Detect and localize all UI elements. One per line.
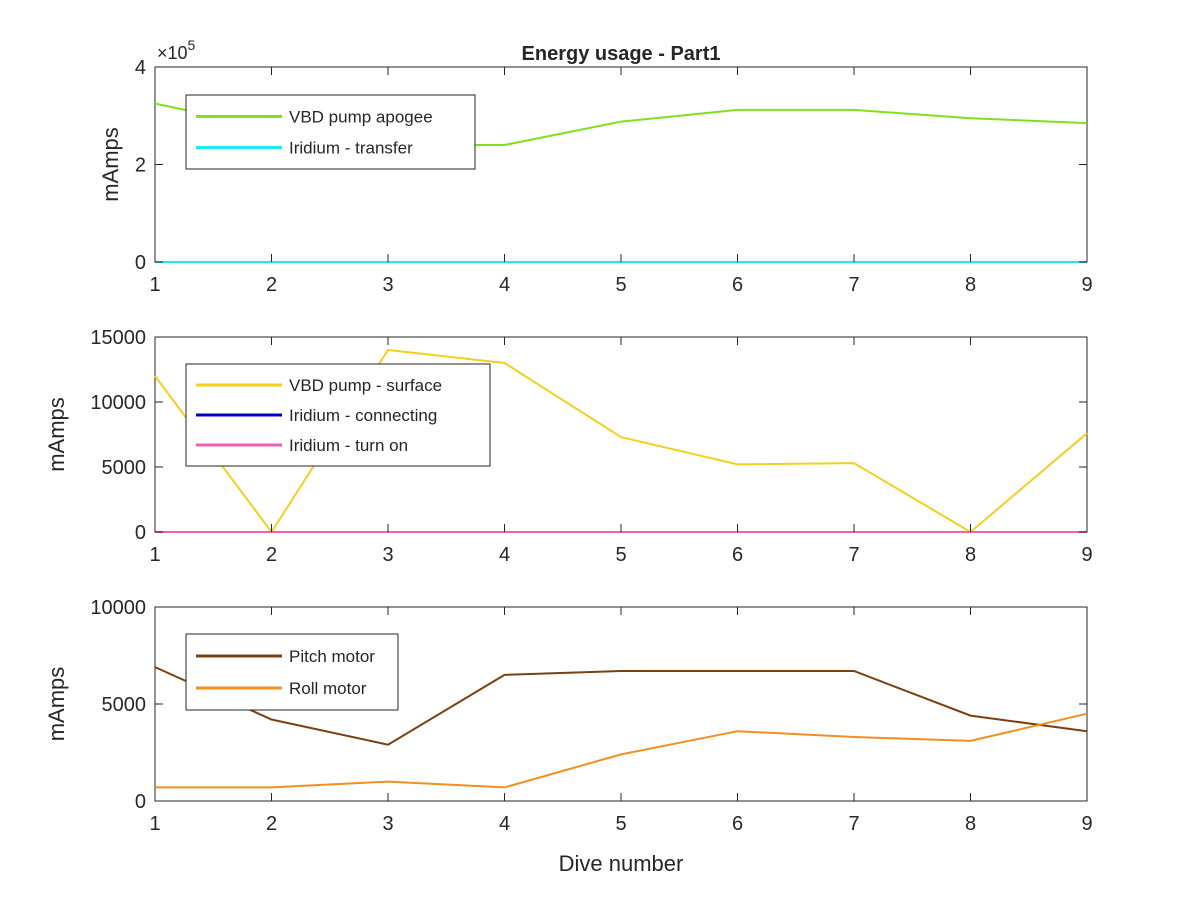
- chart-panel-bottom: 1 2 3 4 5 6 7 8 9 0 5000 10000 mAmps Dive number Pitch…: [44, 597, 1093, 876]
- x-tick-label: 6: [732, 813, 743, 835]
- x-tick-label: 2: [266, 544, 277, 566]
- legend: VBD pump - surface Iridium - connecting Ir…: [185, 363, 491, 467]
- y-axis-label: mAmps: [98, 127, 123, 202]
- x-tick-label: 1: [149, 813, 160, 835]
- y-axis-multiplier-exponent: 5: [188, 37, 196, 53]
- y-tick-label: 0: [135, 252, 146, 274]
- x-tick-label: 5: [615, 274, 626, 296]
- x-axis-label: Dive number: [559, 851, 684, 876]
- x-tick-label: 8: [965, 274, 976, 296]
- y-tick-label: 0: [135, 522, 146, 544]
- legend-label: Roll motor: [289, 679, 367, 698]
- x-tick-label: 4: [499, 813, 510, 835]
- x-tick-label: 9: [1081, 813, 1092, 835]
- series-line-0: [154, 348, 1088, 534]
- legend-label: Iridium - transfer: [289, 139, 413, 158]
- y-tick-label: 10000: [90, 392, 146, 414]
- legend-label: Iridium - turn on: [289, 436, 408, 455]
- x-tick-label: 3: [382, 274, 393, 296]
- x-tick-label: 7: [848, 274, 859, 296]
- x-tick-label: 5: [615, 544, 626, 566]
- legend-label: VBD pump - surface: [289, 376, 442, 395]
- y-tick-label: 15000: [90, 327, 146, 349]
- series-line-1: [155, 712, 1088, 789]
- x-tick-label: 2: [266, 813, 277, 835]
- x-tick-label: 8: [965, 544, 976, 566]
- chart-title: Energy usage - Part1: [522, 43, 721, 65]
- chart-panel-middle: 1 2 3 4 5 6 7 8 9 0 5000 10000 15000 mAmps VBD pump - …: [44, 327, 1093, 566]
- y-tick-label: 5000: [102, 694, 147, 716]
- x-tick-label: 5: [615, 813, 626, 835]
- x-tick-label: 4: [499, 544, 510, 566]
- y-tick-label: 0: [135, 791, 146, 813]
- legend: VBD pump apogee Iridium - transfer: [185, 94, 476, 170]
- legend-box: [185, 633, 399, 711]
- legend: Pitch motor Roll motor: [185, 633, 399, 711]
- y-tick-label: 5000: [102, 457, 147, 479]
- legend-label: VBD pump apogee: [289, 108, 433, 127]
- x-tick-label: 6: [732, 544, 743, 566]
- x-tick-label: 7: [848, 544, 859, 566]
- legend-label: Iridium - connecting: [289, 406, 437, 425]
- y-tick-label: 10000: [90, 597, 146, 619]
- y-axis-label: mAmps: [44, 397, 69, 472]
- x-tick-label: 4: [499, 274, 510, 296]
- x-tick-label: 9: [1081, 274, 1092, 296]
- y-tick-label: 4: [135, 57, 146, 79]
- x-tick-label: 1: [149, 274, 160, 296]
- x-tick-label: 2: [266, 274, 277, 296]
- x-tick-label: 8: [965, 813, 976, 835]
- x-tick-label: 3: [382, 813, 393, 835]
- y-tick-label: 2: [135, 155, 146, 177]
- x-tick-label: 1: [149, 544, 160, 566]
- x-tick-label: 9: [1081, 544, 1092, 566]
- legend-box: [185, 94, 476, 170]
- y-axis-label: mAmps: [44, 667, 69, 742]
- series-line-0: [154, 666, 1088, 746]
- x-tick-label: 6: [732, 274, 743, 296]
- legend-label: Pitch motor: [289, 647, 375, 666]
- x-tick-label: 7: [848, 813, 859, 835]
- x-tick-label: 3: [382, 544, 393, 566]
